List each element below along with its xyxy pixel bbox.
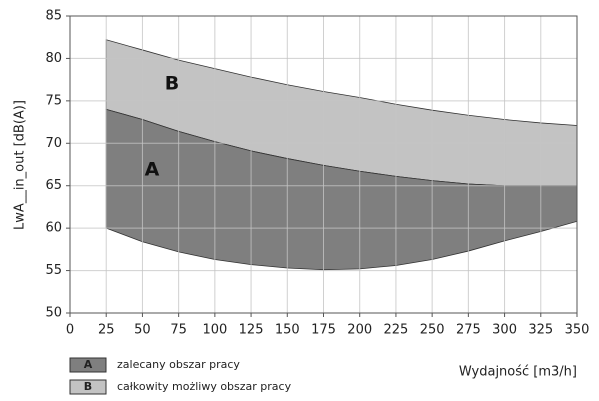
legend-label: zalecany obszar pracy (117, 358, 240, 371)
y-tick-label: 65 (45, 178, 62, 193)
x-tick-label: 0 (66, 323, 74, 338)
legend-swatch (69, 379, 107, 395)
x-tick-label: 200 (347, 323, 372, 338)
x-tick-label: 275 (456, 323, 481, 338)
plot-frame (69, 15, 578, 314)
x-tick-label: 25 (98, 323, 115, 338)
x-tick-label: 175 (311, 323, 336, 338)
legend-key: A (84, 358, 93, 371)
x-tick-label: 250 (420, 323, 445, 338)
x-tick-label: 300 (492, 323, 517, 338)
legend-label: całkowity możliwy obszar pracy (117, 380, 292, 393)
x-tick-label: 350 (565, 323, 590, 338)
y-tick-label: 55 (45, 263, 62, 278)
x-axis-label: Wydajność [m3/h] (459, 365, 577, 380)
x-tick-label: 125 (239, 323, 264, 338)
y-tick-label: 50 (45, 306, 62, 321)
y-tick-label: 85 (45, 9, 62, 24)
x-tick-label: 325 (528, 323, 553, 338)
y-tick-label: 75 (45, 93, 62, 108)
legend-swatch (69, 357, 107, 373)
area-label: A (145, 159, 160, 181)
legend-key: B (84, 380, 92, 393)
y-tick-label: 80 (45, 51, 62, 66)
area-label: B (165, 73, 179, 95)
x-tick-label: 50 (134, 323, 151, 338)
x-tick-label: 100 (202, 323, 227, 338)
y-tick-label: 70 (45, 136, 62, 151)
x-tick-label: 75 (170, 323, 187, 338)
y-tick-label: 60 (45, 221, 62, 236)
x-tick-label: 225 (384, 323, 409, 338)
x-tick-label: 150 (275, 323, 300, 338)
y-axis-label: LwA__in_out [dB(A)] (13, 100, 28, 230)
